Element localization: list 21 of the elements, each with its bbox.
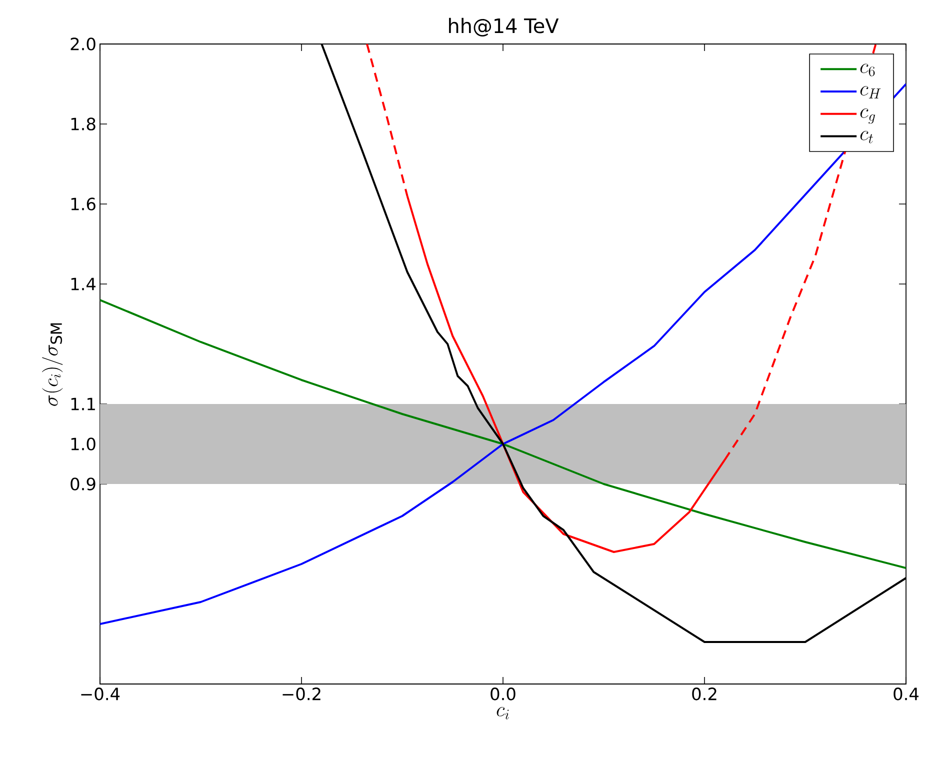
x-tick-label: 0.2: [692, 688, 716, 700]
legend-label: $c_t$: [860, 130, 873, 144]
x-tick-label: −0.2: [282, 688, 320, 700]
x-axis-title: $c_i$: [496, 706, 509, 720]
y-tick-label: 1.6: [71, 198, 96, 210]
line-series: [100, 298, 906, 569]
line-series: [100, 82, 906, 625]
y-tick-label: 0.9: [70, 478, 96, 490]
x-tick-label: −0.4: [81, 688, 120, 700]
legend-label: $c_H$: [860, 86, 881, 98]
legend-label: $c_g$: [860, 108, 875, 124]
y-tick-label: 2.0: [70, 38, 96, 50]
chart-title: hh@14 TeV: [449, 18, 559, 36]
y-tick-label: 1.1: [71, 398, 95, 410]
x-tick-label: 0.4: [894, 688, 919, 700]
y-tick-label: 1.0: [71, 438, 96, 450]
y-axis-title: $\sigma(c_i)/\sigma_{\rm SM}$: [42, 323, 63, 406]
y-tick-label: 1.4: [71, 278, 96, 290]
y-tick-label: 1.8: [71, 118, 96, 130]
x-tick-label: 0.0: [490, 688, 516, 700]
legend-label: $c_6$: [860, 64, 875, 76]
